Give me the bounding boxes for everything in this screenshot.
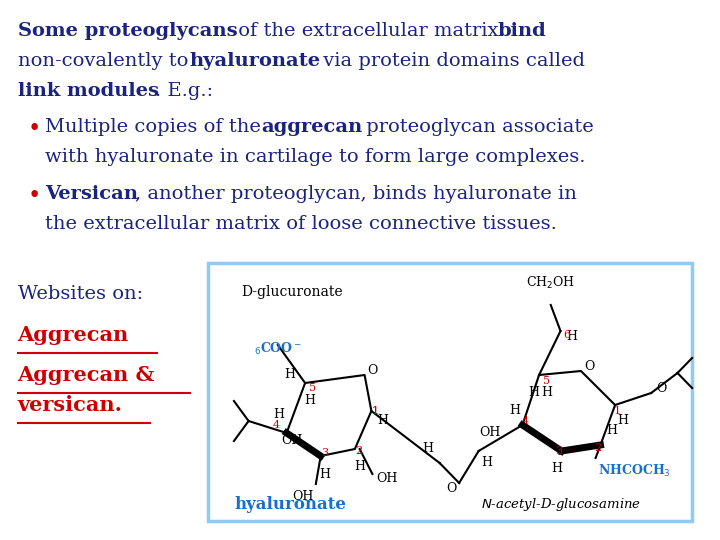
Text: non-covalently to: non-covalently to xyxy=(17,52,194,70)
Text: proteoglycan associate: proteoglycan associate xyxy=(360,118,594,136)
Text: , another proteoglycan, binds hyaluronate in: , another proteoglycan, binds hyaluronat… xyxy=(135,185,577,203)
Text: hyaluronate: hyaluronate xyxy=(235,496,347,513)
Text: H: H xyxy=(354,461,365,474)
Text: O: O xyxy=(584,360,594,373)
Text: the extracellular matrix of loose connective tissues.: the extracellular matrix of loose connec… xyxy=(45,215,557,233)
FancyBboxPatch shape xyxy=(207,263,692,521)
Text: D-glucuronate: D-glucuronate xyxy=(242,285,343,299)
Text: bind: bind xyxy=(498,22,546,40)
Text: 6: 6 xyxy=(563,330,570,340)
Text: OH: OH xyxy=(292,489,314,503)
Text: OH: OH xyxy=(480,427,501,440)
Text: Multiple copies of the: Multiple copies of the xyxy=(45,118,267,136)
Text: •: • xyxy=(27,185,40,207)
Text: OH: OH xyxy=(282,435,303,448)
Text: $N$-acetyl-D-glucosamine: $N$-acetyl-D-glucosamine xyxy=(480,496,641,513)
Text: via protein domains called: via protein domains called xyxy=(318,52,585,70)
Text: NHCOCH$_3$: NHCOCH$_3$ xyxy=(598,463,670,479)
Text: Websites on:: Websites on: xyxy=(17,285,143,303)
Text: OH: OH xyxy=(377,472,397,485)
Text: H: H xyxy=(481,456,492,469)
Text: of the extracellular matrix: of the extracellular matrix xyxy=(232,22,505,40)
Text: 1: 1 xyxy=(613,406,621,416)
Text: H: H xyxy=(617,414,629,427)
Text: H: H xyxy=(305,395,315,408)
Text: . E.g.:: . E.g.: xyxy=(155,82,213,100)
Text: H: H xyxy=(274,408,284,422)
Text: •: • xyxy=(27,118,40,140)
Text: H: H xyxy=(551,462,562,476)
Text: H: H xyxy=(509,403,520,416)
Text: H: H xyxy=(541,387,552,400)
Text: 2: 2 xyxy=(594,443,601,453)
Text: H: H xyxy=(319,468,330,481)
Text: H: H xyxy=(567,329,577,342)
Text: 5: 5 xyxy=(310,383,317,393)
Text: 3: 3 xyxy=(321,448,328,458)
Text: H: H xyxy=(607,423,618,436)
Text: 4: 4 xyxy=(522,416,529,426)
Text: 4: 4 xyxy=(272,420,279,430)
Text: with hyaluronate in cartilage to form large complexes.: with hyaluronate in cartilage to form la… xyxy=(45,148,585,166)
Text: hyaluronate: hyaluronate xyxy=(189,52,320,70)
Text: O: O xyxy=(446,482,456,495)
Text: versican.: versican. xyxy=(17,395,122,415)
Text: 2: 2 xyxy=(355,446,362,456)
Text: H: H xyxy=(284,368,295,381)
Text: 1: 1 xyxy=(372,406,379,416)
Text: H: H xyxy=(528,387,540,400)
Text: O: O xyxy=(367,363,378,376)
Text: H: H xyxy=(423,442,433,455)
Text: 3: 3 xyxy=(555,446,562,456)
Text: $_6$COO$^-$: $_6$COO$^-$ xyxy=(254,341,302,357)
Text: 5: 5 xyxy=(544,376,550,386)
Text: CH$_2$OH: CH$_2$OH xyxy=(526,275,575,291)
Text: 1: 1 xyxy=(372,406,379,416)
Text: Some proteoglycans: Some proteoglycans xyxy=(17,22,237,40)
Text: H: H xyxy=(377,415,389,428)
Text: O: O xyxy=(656,381,667,395)
Text: Versican: Versican xyxy=(45,185,138,203)
Text: Aggrecan: Aggrecan xyxy=(17,325,129,345)
Text: aggrecan: aggrecan xyxy=(261,118,363,136)
Text: Aggrecan &: Aggrecan & xyxy=(17,365,155,385)
Text: link modules: link modules xyxy=(17,82,158,100)
